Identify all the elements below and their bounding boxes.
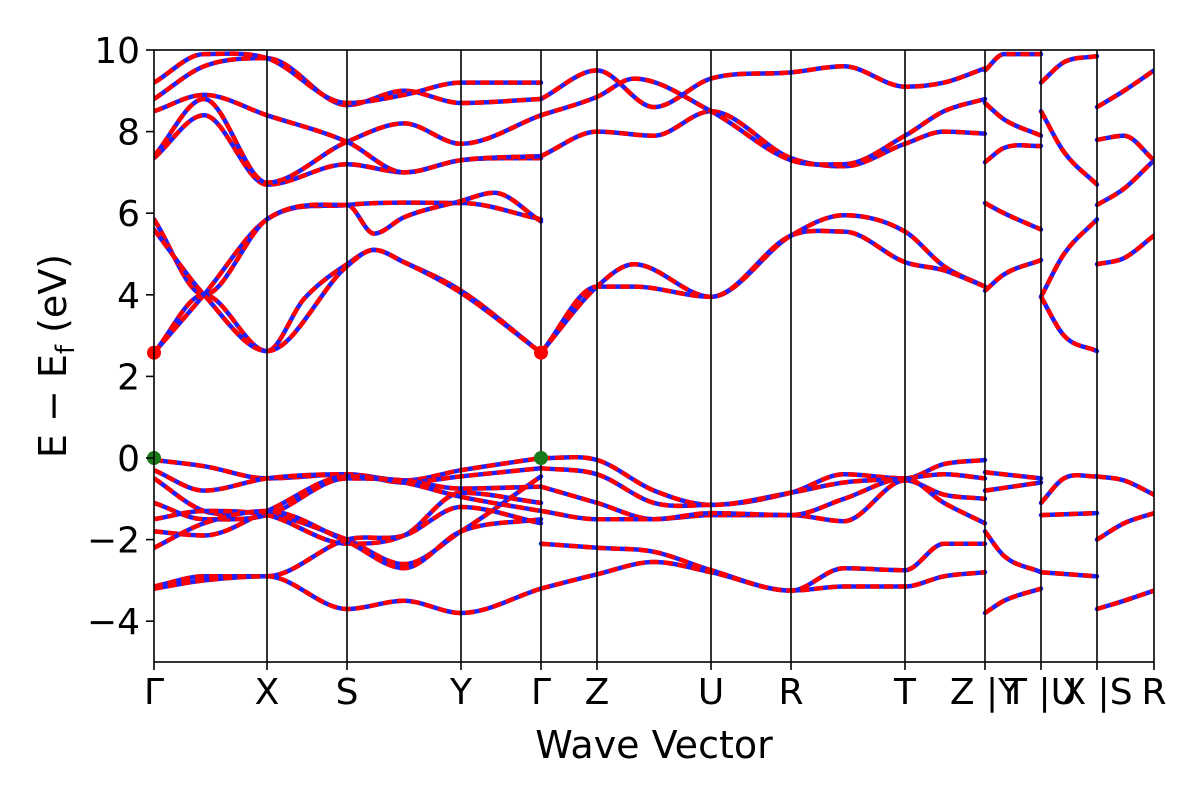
band-line-red-51	[1096, 588, 1154, 612]
band-line-red-30	[983, 201, 1042, 232]
kpoint-lines	[266, 50, 1098, 662]
band-line-red-48	[1095, 68, 1154, 110]
vbm-marker-3	[534, 451, 548, 465]
x-tick-label-10: T |U	[1004, 672, 1077, 713]
x-tick-label-11: X |S	[1061, 672, 1132, 713]
band-line-red-33	[983, 51, 1041, 73]
band-line-red-3	[154, 228, 543, 355]
x-tick-label-3: Y	[449, 672, 473, 713]
bands-layer	[154, 51, 1154, 616]
band-line-blue-40	[1038, 108, 1100, 187]
y-tick-label-4: 4	[117, 276, 140, 317]
band-line-blue-33	[982, 51, 1044, 73]
y-axis: −4 −2 0 2 4 6 8 10	[87, 31, 154, 643]
band-line-blue-37	[982, 586, 1044, 616]
band-line-red-49	[1096, 474, 1154, 497]
band-line-red-42	[1039, 472, 1098, 505]
x-tick-label-2: S	[336, 672, 359, 713]
x-axis-label: Wave Vector	[535, 723, 773, 767]
band-line-red-32	[983, 101, 1042, 138]
band-line-red-19	[154, 474, 542, 538]
band-line-red-31	[983, 143, 1042, 164]
cbm-marker-1	[534, 345, 548, 360]
band-line-blue-4	[538, 212, 988, 355]
band-line-red-40	[1039, 110, 1099, 187]
band-line-blue-39	[1038, 294, 1100, 354]
y-tick-label-7: 10	[94, 31, 140, 72]
band-line-red-10	[539, 64, 986, 110]
band-line-red-11	[540, 76, 986, 167]
band-line-blue-5	[538, 228, 988, 355]
y-tick-label-6: 8	[117, 113, 140, 154]
y-tick-label-0: −4	[87, 602, 140, 643]
band-line-red-34	[984, 470, 1042, 481]
band-line-red-36	[983, 530, 1042, 575]
band-line-red-24	[540, 465, 986, 509]
y-tick-label-2: 0	[117, 439, 140, 480]
x-tick-label-4: Γ	[531, 672, 551, 713]
band-line-red-26	[540, 476, 987, 526]
band-line-red-45	[1096, 233, 1154, 267]
band-line-red-2	[154, 190, 543, 298]
band-line-red-47	[1096, 133, 1154, 162]
y-axis-label-unit: (eV)	[31, 254, 75, 345]
y-tick-label-1: −2	[87, 521, 140, 562]
band-line-red-38	[1039, 217, 1099, 298]
y-tick-label-3: 2	[117, 357, 140, 398]
band-line-red-29	[983, 257, 1042, 293]
x-tick-label-1: X	[255, 672, 280, 713]
band-line-red-37	[983, 586, 1042, 615]
band-line-red-5	[539, 228, 986, 355]
x-tick-label-8: T	[893, 672, 917, 713]
x-tick-label-5: Z	[585, 672, 610, 713]
x-tick-label-0: Γ	[144, 672, 164, 713]
band-line-red-35	[984, 480, 1042, 493]
y-axis-label-main: E − E	[31, 354, 75, 458]
band-line-red-46	[1095, 158, 1154, 207]
x-tick-label-6: U	[698, 672, 724, 713]
band-line-red-50	[1095, 510, 1154, 542]
band-line-blue-42	[1038, 472, 1100, 506]
band-line-red-41	[1039, 53, 1098, 85]
y-axis-label: E − Ef (eV)	[31, 254, 81, 458]
band-line-red-4	[539, 212, 987, 355]
plot-frame	[153, 49, 1155, 663]
band-line-blue-29	[982, 257, 1044, 293]
band-line-red-44	[1040, 569, 1098, 579]
band-line-blue-36	[982, 529, 1044, 575]
x-tick-label-12: R	[1141, 672, 1166, 713]
x-tick-label-9: Z |Y	[950, 672, 1021, 713]
band-line-red-9	[540, 108, 986, 169]
band-line-red-39	[1039, 295, 1098, 354]
band-line-red-43	[1040, 510, 1098, 518]
y-tick-label-5: 6	[117, 194, 140, 235]
x-tick-label-7: R	[778, 672, 803, 713]
band-line-blue-45	[1094, 233, 1154, 267]
band-line-blue-50	[1094, 510, 1154, 542]
band-line-red-28	[540, 559, 986, 593]
y-axis-label-subscript: f	[51, 344, 81, 354]
